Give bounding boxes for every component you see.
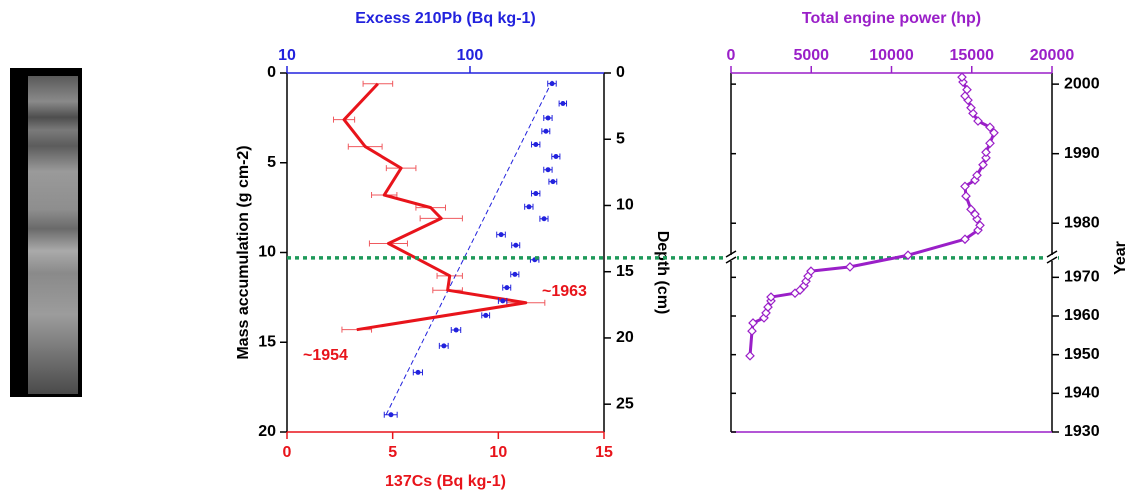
x-tick-label: 10000 — [869, 47, 914, 64]
power-point — [962, 84, 972, 95]
fit-line — [385, 79, 554, 416]
power-point — [968, 108, 978, 119]
pb-point — [560, 100, 566, 106]
pb-point — [549, 81, 555, 87]
pb-point — [526, 204, 532, 210]
chart-title: Total engine power (hp) — [802, 10, 981, 27]
y-axis-title: Mass accumulation (g cm-2) — [235, 145, 252, 359]
power-point — [966, 204, 976, 215]
top-axis-title: Excess 210Pb (Bq kg-1) — [355, 10, 536, 27]
axis-break — [725, 250, 737, 264]
pb-point — [500, 298, 506, 304]
power-point — [985, 138, 995, 149]
power-point — [766, 292, 776, 302]
annotation: ~1963 — [542, 283, 587, 300]
y-tick-label: 1930 — [1064, 423, 1100, 440]
pb-point — [453, 327, 459, 333]
x-tick-label: 20000 — [1030, 47, 1075, 64]
power-point — [981, 153, 991, 163]
y-axis-title: Year — [1112, 241, 1129, 275]
pb-point — [545, 115, 551, 121]
y-tick-label: 1970 — [1064, 269, 1100, 286]
y-tick-label: 5 — [267, 154, 276, 171]
panel-right: 0 5000 10000 15000 20000 1930 1940 1950 1960 1970… — [725, 10, 1129, 440]
x2-tick-label: 100 — [457, 47, 484, 64]
y2-tick-label: 0 — [616, 64, 625, 81]
power-point — [806, 266, 816, 276]
pb-point — [533, 191, 539, 197]
power-point — [981, 147, 991, 158]
pb-point — [504, 285, 510, 291]
y2-tick-label: 25 — [616, 395, 634, 412]
power-point — [747, 326, 757, 336]
pb-point — [533, 142, 539, 148]
power-point — [972, 170, 982, 181]
power-line — [748, 76, 996, 356]
pb-point — [543, 128, 549, 134]
power-point — [903, 250, 913, 261]
power-point — [845, 262, 855, 272]
pb-point — [441, 343, 447, 349]
y-tick-label: 20 — [258, 423, 276, 440]
power-point — [960, 91, 970, 101]
pb-point — [513, 242, 519, 248]
y-tick-label: 0 — [267, 64, 276, 81]
core-image — [28, 76, 78, 394]
power-point — [960, 181, 970, 192]
pb-point — [388, 412, 394, 418]
x-tick-label: 15000 — [950, 47, 995, 64]
power-point — [763, 302, 773, 312]
x-tick-label: 5000 — [793, 47, 829, 64]
power-point — [978, 159, 988, 170]
pb-point — [498, 232, 504, 238]
y2-tick-label: 10 — [616, 197, 634, 214]
y-tick-label: 1980 — [1064, 214, 1100, 231]
power-point — [985, 122, 995, 133]
power-point — [970, 209, 980, 220]
y2-tick-label: 20 — [616, 329, 634, 346]
cs-line — [342, 82, 528, 332]
power-point — [975, 220, 985, 231]
pb-point — [553, 153, 559, 159]
axis-break — [1046, 250, 1058, 264]
bottom-axis-title: 137Cs (Bq kg-1) — [385, 473, 506, 490]
error-bar — [362, 80, 394, 87]
power-point — [745, 350, 755, 361]
pb-point — [415, 369, 421, 375]
pb-point — [541, 216, 547, 222]
pb-point — [545, 167, 551, 173]
pb-point — [512, 271, 518, 277]
y2-tick-label: 5 — [616, 130, 625, 147]
y2-axis-title: Depth (cm) — [654, 231, 671, 315]
axis-break-gap — [725, 255, 737, 261]
y2-tick-label: 15 — [616, 263, 634, 280]
pb-point — [550, 179, 556, 185]
axis-break-gap — [1046, 255, 1058, 261]
x-tick-label: 10 — [489, 444, 507, 461]
x-tick-label: 0 — [727, 47, 736, 64]
power-point — [973, 116, 983, 126]
panel-left: 0 5 10 15 20 0 5 10 15 20 25 0 5 10 15 10 100 Excess 210P… — [235, 10, 1062, 490]
y-tick-label: 1950 — [1064, 346, 1100, 363]
pb-point — [483, 312, 489, 318]
x2-tick-label: 10 — [278, 47, 296, 64]
y-tick-label: 2000 — [1064, 75, 1100, 92]
power-point — [989, 127, 999, 138]
y-tick-label: 1990 — [1064, 145, 1100, 162]
y-tick-label: 1940 — [1064, 385, 1100, 402]
annotation: ~1954 — [303, 347, 348, 364]
y-tick-label: 10 — [258, 244, 276, 261]
power-point — [957, 72, 967, 83]
power-point — [961, 191, 971, 201]
power-point — [748, 318, 758, 328]
y-tick-label: 15 — [258, 333, 276, 350]
x-tick-label: 0 — [283, 444, 292, 461]
power-point — [966, 102, 976, 113]
x-tick-label: 5 — [388, 444, 397, 461]
y-tick-label: 1960 — [1064, 307, 1100, 324]
power-point — [960, 234, 970, 245]
x-tick-label: 15 — [595, 444, 613, 461]
